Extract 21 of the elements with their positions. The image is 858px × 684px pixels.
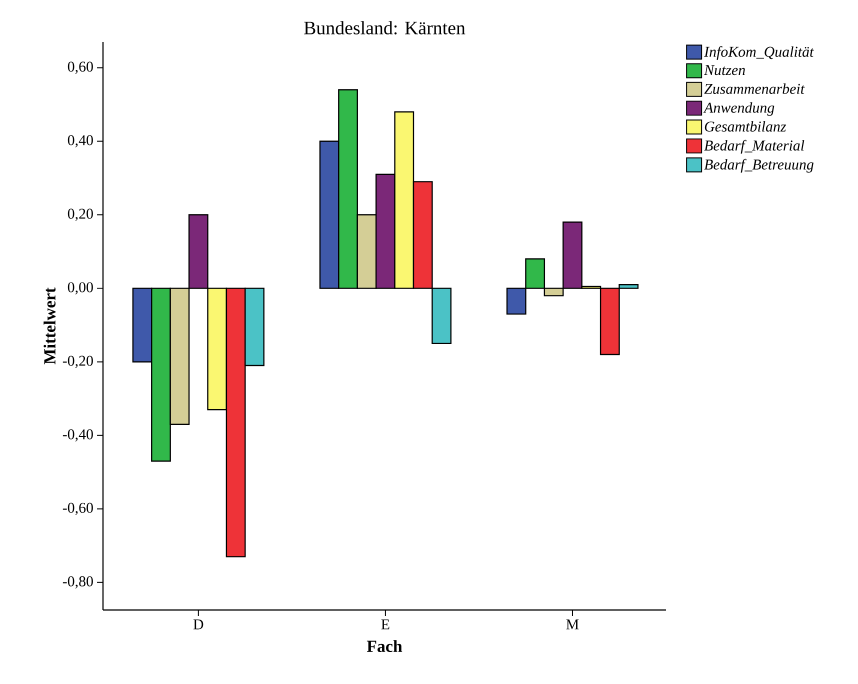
y-tick-label: 0,20 <box>68 208 93 221</box>
x-tick-label: M <box>566 620 579 630</box>
y-axis-title: Mittelwert <box>44 288 56 364</box>
legend-label: Nutzen <box>704 65 745 76</box>
legend-label: Bedarf_Material <box>704 140 804 154</box>
chart-title: Bundesland: Kärnten <box>304 21 466 34</box>
legend-label: Zusammenarbeit <box>704 83 805 94</box>
y-tick-label: -0,60 <box>62 502 93 516</box>
x-tick-label: D <box>193 620 204 630</box>
x-axis-title: Fach <box>366 640 402 652</box>
y-tick-label: -0,40 <box>62 429 93 442</box>
y-tick-label: -0,20 <box>62 356 93 368</box>
y-tick-label: -0,80 <box>62 576 93 589</box>
y-tick-label: 0,40 <box>68 135 93 148</box>
y-tick-label: 0,00 <box>68 282 93 294</box>
legend-label: Bedarf_Betreuung <box>704 158 814 173</box>
legend-label: InfoKom_Qualität <box>704 46 814 60</box>
legend-label: Anwendung <box>703 102 774 116</box>
legend-label: Gesamtbilanz <box>704 121 786 132</box>
x-tick-label: E <box>381 620 390 630</box>
y-tick-label: 0,60 <box>68 62 93 74</box>
